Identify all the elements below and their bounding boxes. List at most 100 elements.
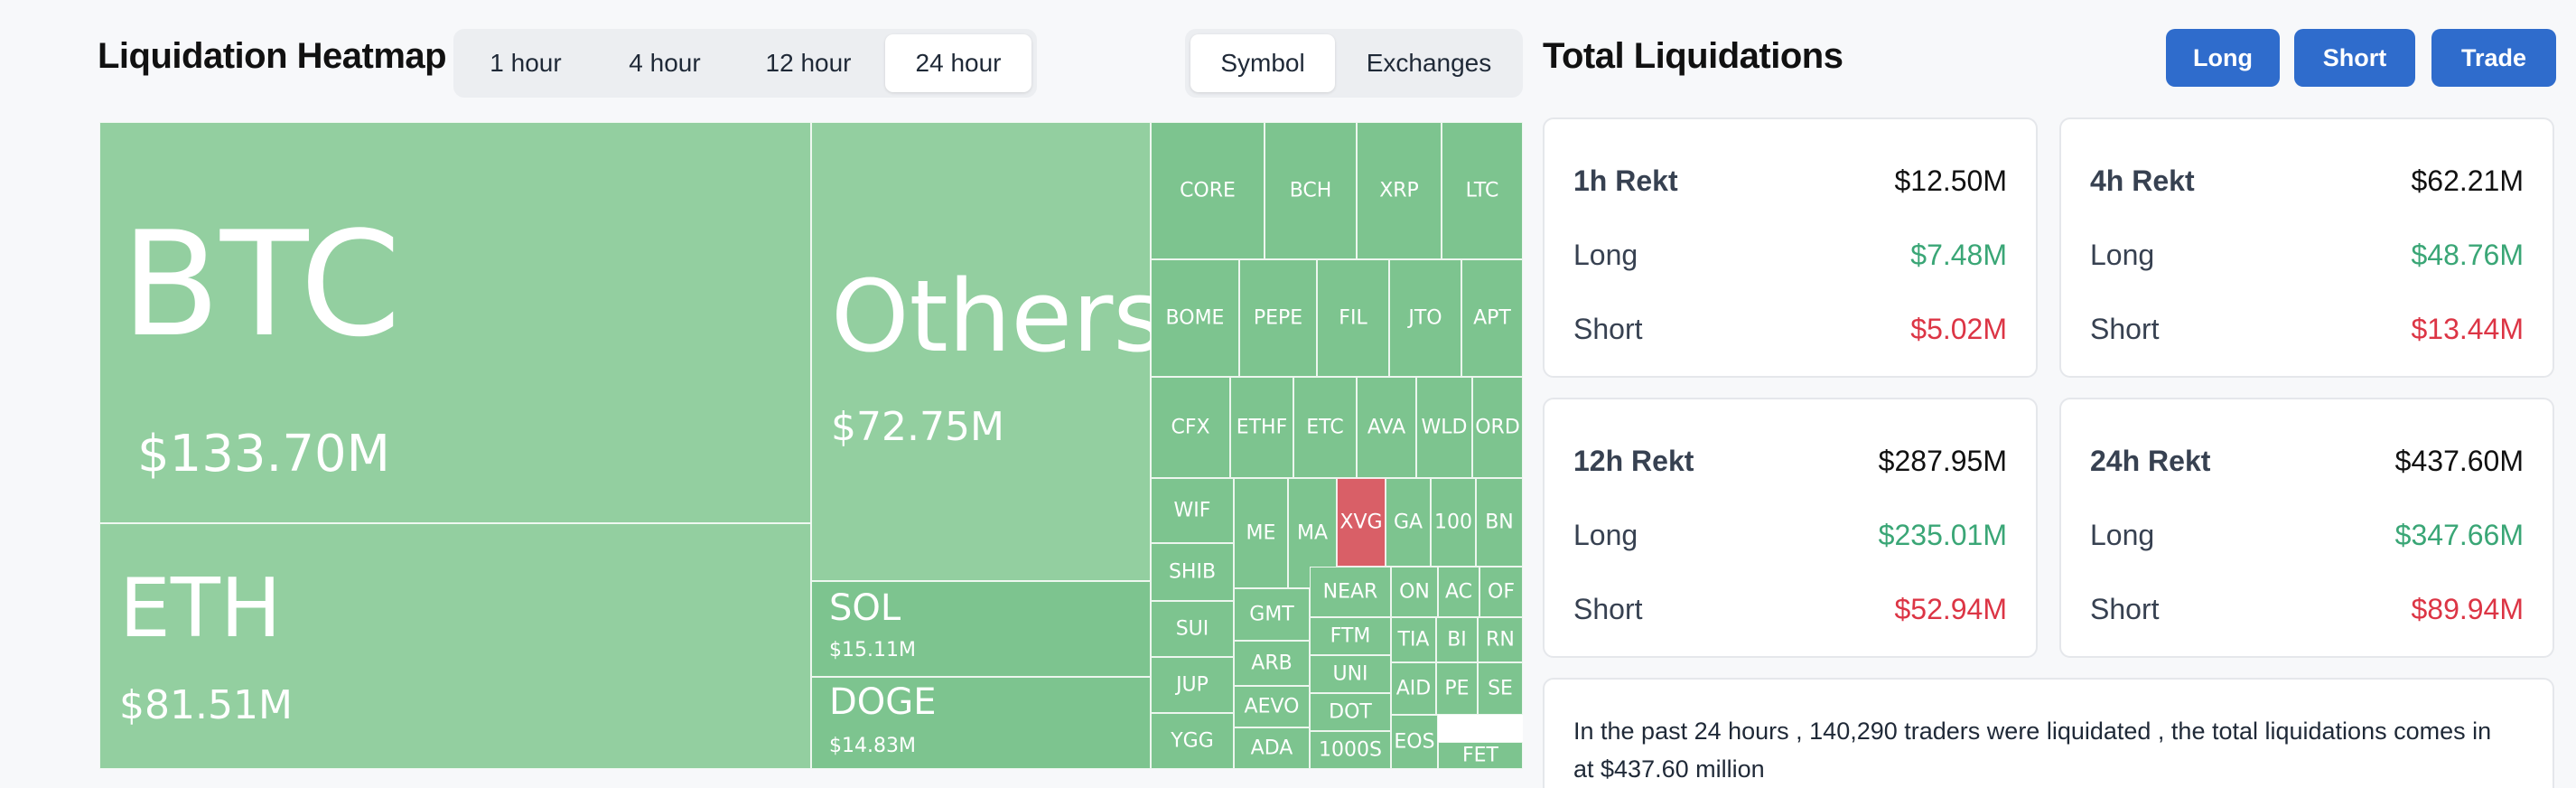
- short-button[interactable]: Short: [2294, 29, 2415, 87]
- heatmap-tile-near[interactable]: NEAR: [1310, 567, 1391, 617]
- heatmap-tile-tia[interactable]: TIA: [1391, 617, 1436, 662]
- heatmap-tile-others[interactable]: Others $72.75M: [811, 122, 1151, 581]
- heatmap-tile-eth[interactable]: ETH $81.51M: [99, 523, 811, 769]
- tab-1-hour[interactable]: 1 hour: [490, 49, 562, 77]
- heatmap-tile-aid[interactable]: AID: [1391, 662, 1436, 715]
- tab-12-hour[interactable]: 12 hour: [765, 49, 852, 77]
- tab-symbol[interactable]: Symbol: [1190, 34, 1335, 92]
- heatmap-tile-aevo[interactable]: AEVO: [1234, 686, 1310, 727]
- tile-symbol: UNI: [1332, 662, 1368, 686]
- rekt-card-12h: 12h Rekt $287.95M Long $235.01M Short $52.9…: [1543, 398, 2038, 658]
- tile-symbol: Others: [831, 258, 1151, 374]
- heatmap-tile-pe[interactable]: PE: [1436, 662, 1478, 715]
- tile-symbol: ARB: [1251, 652, 1293, 675]
- rekt-card-1h: 1h Rekt $12.50M Long $7.48M Short $5.02M: [1543, 117, 2038, 378]
- heatmap-tile-rn[interactable]: RN: [1478, 617, 1523, 662]
- heatmap-tile-se[interactable]: SE: [1478, 662, 1523, 715]
- heatmap-tile-cfx[interactable]: CFX: [1151, 377, 1230, 478]
- heatmap-tile-dot[interactable]: DOT: [1310, 693, 1391, 731]
- tab-24-hour[interactable]: 24 hour: [885, 34, 1031, 92]
- heatmap-tile-ethf[interactable]: ETHF: [1230, 377, 1293, 478]
- heatmap-tile-gmt[interactable]: GMT: [1234, 588, 1310, 641]
- tile-symbol: AVA: [1367, 416, 1406, 439]
- heatmap-tile-sol[interactable]: SOL $15.11M: [811, 581, 1151, 677]
- heatmap-tile-ltc[interactable]: LTC: [1442, 122, 1523, 259]
- heatmap-tile-arb[interactable]: ARB: [1234, 641, 1310, 686]
- tile-symbol: JTO: [1408, 306, 1442, 330]
- heatmap-tile-ord[interactable]: ORD: [1472, 377, 1523, 478]
- tile-symbol: FET: [1462, 744, 1498, 767]
- liquidation-heatmap: BTC $133.70M ETH $81.51M Others $72.75M SOL $15…: [99, 122, 1523, 769]
- heatmap-tile-ada[interactable]: ADA: [1234, 727, 1310, 769]
- heatmap-tile-100[interactable]: 100: [1431, 478, 1476, 567]
- heatmap-tile-btc[interactable]: BTC $133.70M: [99, 122, 811, 523]
- tile-symbol: SUI: [1175, 617, 1209, 641]
- card-title: 1h Rekt: [1573, 164, 1678, 197]
- heatmap-tile-of[interactable]: OF: [1479, 567, 1523, 617]
- short-value: $5.02M: [1910, 313, 2007, 345]
- short-value: $52.94M: [1894, 593, 2007, 625]
- tile-symbol: EOS: [1394, 730, 1435, 754]
- heatmap-tile-on[interactable]: ON: [1391, 567, 1438, 617]
- short-value: $89.94M: [2411, 593, 2524, 625]
- heatmap-tile-bch[interactable]: BCH: [1265, 122, 1357, 259]
- heatmap-tile-bn[interactable]: BN: [1476, 478, 1523, 567]
- tile-symbol: DOT: [1329, 700, 1372, 724]
- heatmap-tile-bome[interactable]: BOME: [1151, 259, 1239, 377]
- trade-button[interactable]: Trade: [2431, 29, 2556, 87]
- heatmap-tile-1000s[interactable]: 1000S: [1310, 731, 1391, 769]
- heatmap-tile-uni[interactable]: UNI: [1310, 655, 1391, 693]
- tile-symbol: WIF: [1173, 499, 1211, 522]
- card-total: $12.50M: [1894, 164, 2007, 197]
- heatmap-tile-xrp[interactable]: XRP: [1357, 122, 1442, 259]
- heatmap-tile-apt[interactable]: APT: [1461, 259, 1523, 377]
- heatmap-tile-fet[interactable]: FET: [1438, 742, 1523, 769]
- heatmap-tile-me[interactable]: ME: [1234, 478, 1288, 588]
- card-total: $287.95M: [1878, 445, 2007, 477]
- heatmap-title: Liquidation Heatmap: [98, 36, 447, 76]
- heatmap-tile-wld[interactable]: WLD: [1416, 377, 1472, 478]
- tile-symbol: DOGE: [829, 681, 937, 723]
- heatmap-tile-xvg[interactable]: XVG: [1337, 478, 1386, 567]
- tile-symbol: RN: [1486, 628, 1515, 652]
- tile-symbol: ON: [1399, 580, 1430, 604]
- card-total: $437.60M: [2394, 445, 2524, 477]
- heatmap-tile-pepe[interactable]: PEPE: [1239, 259, 1317, 377]
- heatmap-tile-ac[interactable]: AC: [1438, 567, 1479, 617]
- heatmap-tile-doge[interactable]: DOGE $14.83M: [811, 677, 1151, 769]
- tile-symbol: TIA: [1397, 628, 1430, 652]
- heatmap-tile-ygg[interactable]: YGG: [1151, 713, 1234, 769]
- heatmap-tile-etc[interactable]: ETC: [1293, 377, 1357, 478]
- tile-value: $133.70M: [137, 425, 390, 483]
- heatmap-tile-ga[interactable]: GA: [1386, 478, 1431, 567]
- heatmap-tile-sui[interactable]: SUI: [1151, 601, 1234, 657]
- short-label: Short: [2090, 313, 2160, 345]
- heatmap-tile-bi[interactable]: BI: [1436, 617, 1478, 662]
- heatmap-tile-wif[interactable]: WIF: [1151, 478, 1234, 543]
- heatmap-tile-jup[interactable]: JUP: [1151, 657, 1234, 713]
- long-button[interactable]: Long: [2166, 29, 2280, 87]
- short-value: $13.44M: [2411, 313, 2524, 345]
- tile-symbol: CORE: [1180, 179, 1236, 202]
- long-value: $48.76M: [2411, 239, 2524, 271]
- rekt-card-24h: 24h Rekt $437.60M Long $347.66M Short $89.9…: [2059, 398, 2554, 658]
- tile-symbol: SOL: [829, 587, 901, 629]
- heatmap-tile-core[interactable]: CORE: [1151, 122, 1265, 259]
- heatmap-tile-eos[interactable]: EOS: [1391, 715, 1438, 769]
- heatmap-tile-ava[interactable]: AVA: [1357, 377, 1416, 478]
- long-value: $235.01M: [1878, 519, 2007, 551]
- short-label: Short: [2090, 593, 2160, 625]
- long-label: Long: [1573, 239, 1638, 271]
- heatmap-tile-fil[interactable]: FIL: [1317, 259, 1389, 377]
- heatmap-tile-ftm[interactable]: FTM: [1310, 617, 1391, 655]
- tile-symbol: BI: [1447, 628, 1467, 652]
- tile-symbol: CFX: [1171, 416, 1210, 439]
- heatmap-tile-shib[interactable]: SHIB: [1151, 543, 1234, 601]
- tab-exchanges[interactable]: Exchanges: [1366, 49, 1492, 77]
- tile-value: $14.83M: [829, 735, 916, 757]
- card-title: 24h Rekt: [2090, 445, 2211, 477]
- heatmap-tile-jto[interactable]: JTO: [1389, 259, 1461, 377]
- card-title: 12h Rekt: [1573, 445, 1694, 477]
- tile-symbol: ME: [1246, 521, 1276, 545]
- tab-4-hour[interactable]: 4 hour: [629, 49, 701, 77]
